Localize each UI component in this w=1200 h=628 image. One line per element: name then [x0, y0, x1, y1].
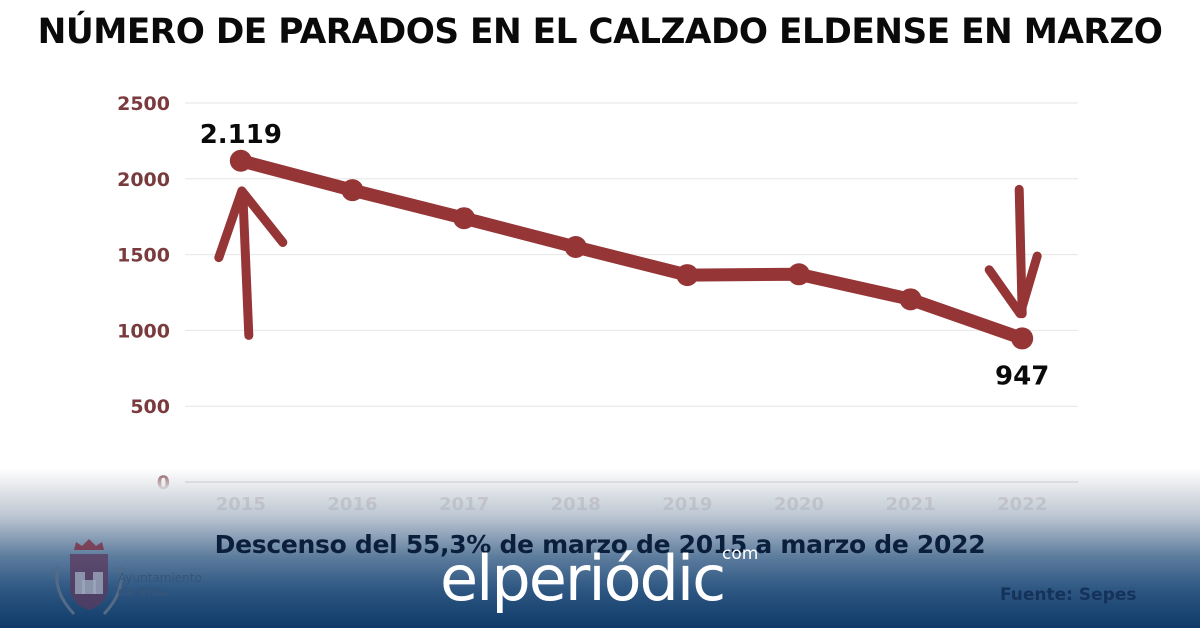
x-tick-label: 2017 [439, 494, 489, 515]
series-line [229, 149, 1034, 350]
chart-subtitle: Descenso del 55,3% de marzo de 2015 a ma… [214, 530, 986, 559]
data-label: 2.119 [200, 120, 282, 150]
data-label: 947 [995, 361, 1049, 391]
arrow-down-head [984, 251, 1042, 319]
watermark-logo: elperiódic [440, 542, 726, 615]
arrow-up-head [214, 186, 288, 263]
gridlines [185, 102, 1078, 483]
coat-of-arms-icon [55, 539, 123, 616]
y-tick-label: 0 [157, 472, 170, 494]
y-tick-label: 2000 [117, 169, 170, 191]
source-note: Fuente: Sepes [1000, 585, 1137, 605]
y-tick-label: 2500 [117, 93, 170, 115]
y-axis-ticks: 0 500 1000 1500 2000 2500 [117, 93, 170, 494]
x-tick-label: 2016 [327, 494, 377, 515]
y-tick-label: 500 [130, 396, 170, 418]
data-point [229, 149, 252, 172]
data-point [453, 207, 476, 230]
x-tick-label: 2020 [774, 494, 824, 515]
logo-text: Ayuntamiento de Elda [118, 571, 202, 599]
logo-line-1: Ayuntamiento [118, 571, 202, 585]
x-axis-ticks: 2015 2016 2017 2018 2019 2020 2021 2022 [216, 494, 1047, 515]
chart-title: NÚMERO DE PARADOS EN EL CALZADO ELDENSE … [37, 12, 1163, 52]
data-point [676, 264, 699, 287]
logo-line-2: de Elda [118, 585, 168, 599]
annotation-arrows [214, 184, 1042, 340]
watermark-suffix: com [722, 544, 759, 564]
x-tick-label: 2021 [886, 494, 936, 515]
data-point [787, 263, 810, 286]
data-labels: 2.119 947 [200, 120, 1050, 392]
hand-drawn-arrow-up-icon [238, 189, 254, 340]
x-tick-label: 2019 [662, 494, 712, 515]
data-point [341, 179, 364, 202]
x-tick-label: 2022 [997, 494, 1047, 515]
y-tick-label: 1500 [117, 245, 170, 267]
x-tick-label: 2018 [551, 494, 601, 515]
y-tick-label: 1000 [117, 320, 170, 342]
data-point [899, 288, 922, 311]
series-line-path [234, 154, 1029, 345]
x-tick-label: 2015 [216, 494, 266, 515]
data-point [1011, 327, 1034, 350]
data-point [564, 236, 587, 259]
